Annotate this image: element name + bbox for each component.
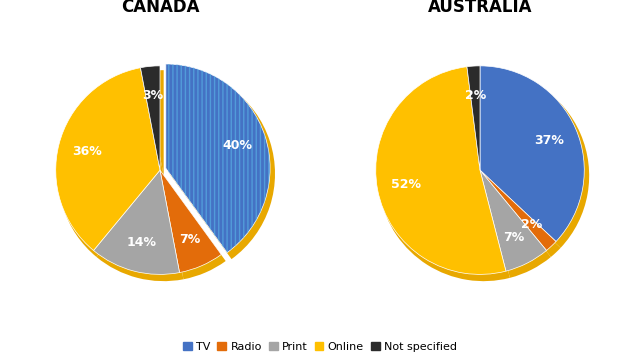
- Text: 52%: 52%: [391, 178, 421, 191]
- Wedge shape: [160, 170, 221, 273]
- Text: 2%: 2%: [465, 89, 486, 102]
- Text: 40%: 40%: [222, 139, 252, 152]
- Wedge shape: [140, 66, 160, 170]
- Wedge shape: [480, 170, 547, 271]
- Wedge shape: [484, 176, 551, 278]
- Text: 7%: 7%: [504, 231, 525, 244]
- Wedge shape: [164, 176, 226, 279]
- Wedge shape: [93, 170, 180, 274]
- Wedge shape: [470, 70, 484, 176]
- Wedge shape: [484, 176, 561, 257]
- Wedge shape: [170, 68, 275, 259]
- Wedge shape: [480, 66, 584, 241]
- Wedge shape: [480, 170, 556, 251]
- Text: 14%: 14%: [126, 236, 156, 249]
- Wedge shape: [484, 70, 589, 248]
- Title: CANADA: CANADA: [121, 0, 199, 16]
- Wedge shape: [376, 67, 506, 274]
- Text: 37%: 37%: [534, 134, 564, 147]
- Wedge shape: [56, 68, 160, 251]
- Wedge shape: [378, 71, 510, 281]
- Wedge shape: [467, 66, 480, 170]
- Wedge shape: [144, 70, 164, 176]
- Text: 36%: 36%: [72, 145, 102, 158]
- Legend: TV, Radio, Print, Online, Not specified: TV, Radio, Print, Online, Not specified: [179, 337, 461, 357]
- Wedge shape: [166, 64, 270, 253]
- Title: AUSTRALIA: AUSTRALIA: [428, 0, 532, 16]
- Wedge shape: [58, 72, 164, 257]
- Wedge shape: [97, 176, 184, 281]
- Text: 3%: 3%: [142, 89, 163, 102]
- Text: 2%: 2%: [521, 218, 542, 231]
- Text: 7%: 7%: [179, 232, 200, 245]
